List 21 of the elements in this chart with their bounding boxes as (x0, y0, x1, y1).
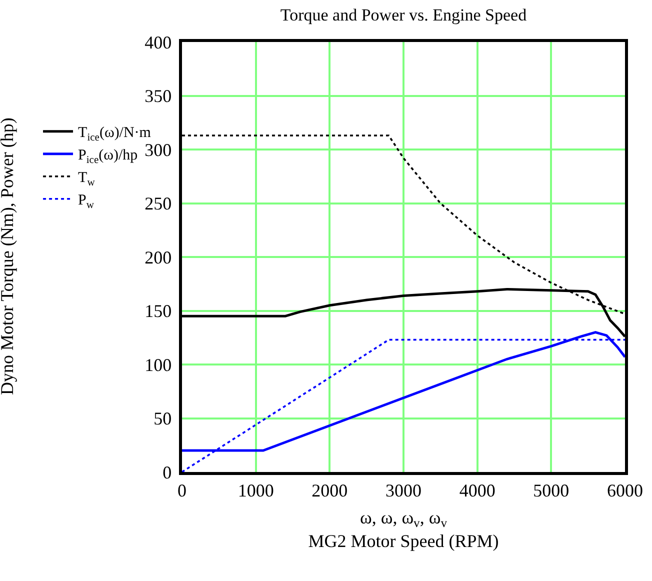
y-tick-label: 100 (144, 354, 172, 375)
x-tick-label: 5000 (533, 480, 570, 500)
x-tick-label: 6000 (607, 480, 643, 500)
x-tick-label: 3000 (386, 480, 422, 500)
y-tick-label: 0 (162, 462, 172, 482)
y-tick-label: 250 (144, 194, 172, 214)
legend-label: P$_{ice}$(ω)/hp (78, 148, 138, 166)
chart-title: Torque and Power vs. Engine Speed (280, 6, 528, 25)
y-tick-label: 150 (144, 301, 172, 322)
y-tick-label: 400 (144, 32, 172, 52)
x-tick-label: 2000 (312, 480, 348, 500)
legend-label: P$_{w}$ (78, 192, 94, 211)
x-tick-label: 1000 (238, 480, 274, 500)
y-tick-label: 50 (154, 408, 172, 429)
y-tick-label: 200 (144, 247, 172, 268)
y-tick-label: 350 (144, 86, 172, 106)
x-tick-label: 4000 (459, 480, 496, 500)
x-tick-label: 0 (178, 480, 186, 500)
x-axis-title: ω, ω, ω$_{v}$, ω$_{v}$ MG2 Motor Speed (RPM) (308, 507, 499, 551)
text: Dyno Motor Torque (Nm), Power (hp) (0, 118, 18, 396)
legend-label: T$_{w}$ (78, 170, 96, 188)
